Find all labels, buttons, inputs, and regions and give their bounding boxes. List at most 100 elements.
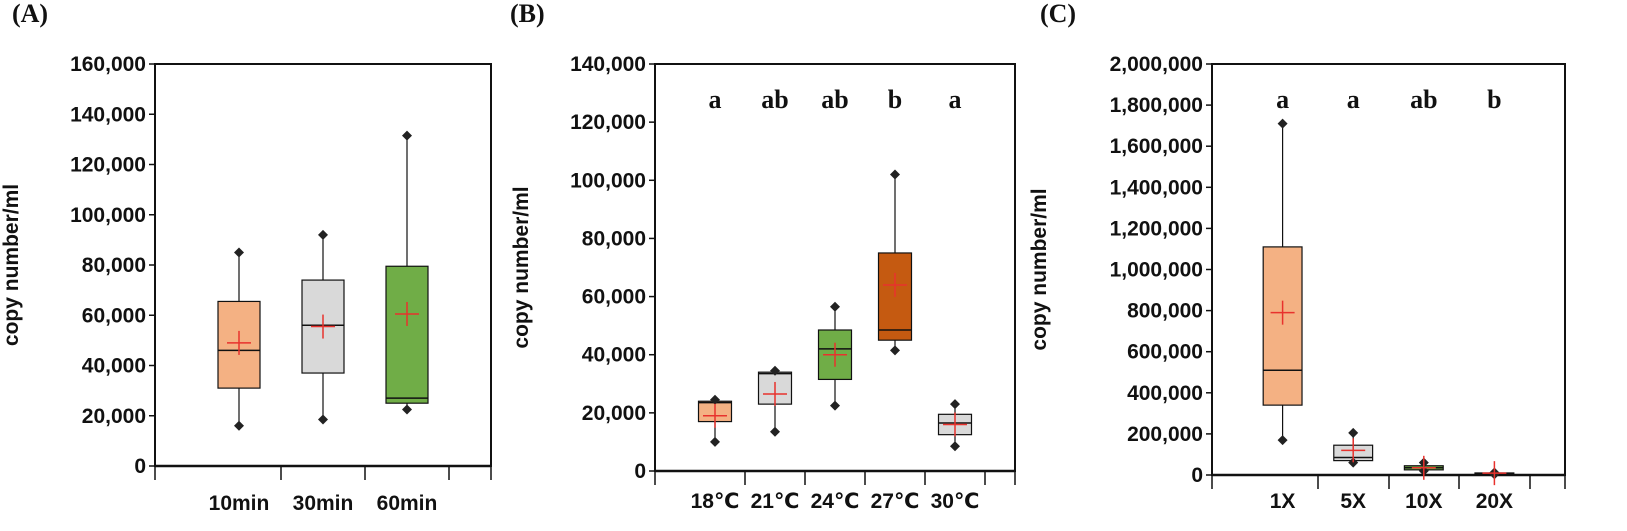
y-axis-label: copy number/ml: [0, 184, 23, 346]
y-tick-label: 0: [1191, 464, 1203, 487]
significance-letter: ab: [821, 85, 848, 114]
mean-marker: [395, 301, 419, 326]
y-axis-label: copy number/ml: [510, 186, 533, 348]
max-marker: [1348, 427, 1359, 438]
max-marker: [318, 229, 328, 240]
box-1: [217, 247, 261, 431]
box-1: [697, 394, 733, 447]
y-tick-label: 0: [634, 460, 646, 483]
box-3: [817, 301, 853, 411]
box-4: [877, 169, 913, 356]
iqr-box: [1262, 246, 1303, 406]
y-tick-label: 100,000: [70, 204, 146, 227]
box-5: [937, 399, 973, 452]
y-tick-label: 1,000,000: [1110, 259, 1203, 282]
x-tick-label: 60min: [377, 492, 438, 515]
min-marker: [234, 420, 244, 431]
y-tick-label: 60,000: [582, 286, 646, 309]
box-2: [1333, 427, 1374, 468]
x-tick-label: 10X: [1405, 490, 1442, 513]
y-tick-label: 100,000: [570, 169, 646, 192]
max-marker: [830, 301, 840, 312]
y-tick-label: 120,000: [70, 154, 146, 177]
panel-c: (C) copy number/ml 0 200,000 400,000 600,000 8…: [1028, 0, 1566, 513]
min-marker: [950, 441, 960, 452]
mean-marker: [883, 272, 907, 297]
min-marker: [1277, 435, 1288, 446]
x-tick-label: 30℃: [931, 490, 980, 513]
x-tick-label: 5X: [1340, 490, 1366, 513]
y-tick-label: 1,800,000: [1110, 94, 1203, 117]
iqr-box: [385, 265, 429, 404]
y-tick-label: 1,600,000: [1110, 135, 1203, 158]
mean-marker: [311, 314, 335, 339]
y-tick-label: 160,000: [70, 53, 146, 76]
x-tick-label: 21℃: [751, 490, 800, 513]
mean-marker: [1341, 438, 1366, 463]
mean-marker: [703, 403, 727, 428]
box-1: [1262, 118, 1303, 446]
y-tick-label: 140,000: [570, 53, 646, 76]
box-4: [1474, 461, 1515, 486]
mean-marker: [1411, 455, 1436, 480]
significance-letter: b: [888, 85, 902, 114]
min-marker: [890, 345, 900, 356]
y-tick-label: 2,000,000: [1110, 53, 1203, 76]
mean-marker: [943, 412, 967, 437]
y-tick-label: 40,000: [82, 355, 146, 378]
max-marker: [1277, 118, 1288, 129]
panel-label: (C): [1040, 0, 1076, 28]
y-tick-label: 1,400,000: [1110, 176, 1203, 199]
box-2: [757, 365, 793, 437]
y-tick-label: 20,000: [82, 405, 146, 428]
x-tick-label: 1X: [1270, 490, 1296, 513]
y-tick-label: 140,000: [70, 103, 146, 126]
box-3: [385, 130, 429, 415]
y-tick-label: 400,000: [1127, 382, 1203, 405]
y-tick-label: 40,000: [582, 344, 646, 367]
significance-letter: ab: [761, 85, 788, 114]
max-marker: [950, 399, 960, 410]
significance-letter: a: [949, 85, 962, 114]
x-tick-label: 20X: [1476, 490, 1513, 513]
y-tick-label: 800,000: [1127, 300, 1203, 323]
panel-a: (A) copy number/ml 0 20,000 40,000 60,000 80,0…: [0, 0, 492, 515]
mean-marker: [823, 342, 847, 367]
min-marker: [830, 400, 840, 411]
significance-letter: ab: [1410, 85, 1437, 114]
min-marker: [402, 404, 412, 415]
y-tick-label: 20,000: [582, 402, 646, 425]
significance-letter: a: [1276, 85, 1289, 114]
significance-letter: b: [1487, 85, 1501, 114]
y-tick-label: 600,000: [1127, 341, 1203, 364]
panel-label: (B): [510, 0, 545, 28]
y-axis-label: copy number/ml: [1028, 188, 1051, 350]
y-tick-label: 0: [134, 455, 146, 478]
mean-marker: [763, 381, 787, 406]
min-marker: [1348, 457, 1359, 468]
box-2: [301, 229, 345, 425]
x-tick-label: 18℃: [691, 490, 740, 513]
max-marker: [402, 130, 412, 141]
min-marker: [710, 436, 720, 447]
y-tick-label: 60,000: [82, 304, 146, 327]
panel-label: (A): [12, 0, 48, 28]
mean-marker: [227, 330, 251, 355]
x-tick-label: 24℃: [811, 490, 860, 513]
max-marker: [234, 247, 244, 258]
y-tick-label: 80,000: [82, 254, 146, 277]
x-tick-label: 30min: [293, 492, 354, 515]
y-tick-label: 200,000: [1127, 423, 1203, 446]
y-tick-label: 80,000: [582, 227, 646, 250]
max-marker: [770, 365, 780, 376]
mean-marker: [1482, 461, 1507, 486]
max-marker: [890, 169, 900, 180]
max-marker: [710, 394, 720, 405]
min-marker: [770, 426, 780, 437]
y-tick-label: 1,200,000: [1110, 217, 1203, 240]
x-tick-label: 27℃: [871, 490, 920, 513]
panel-b: (B) copy number/ml 0 20,000 40,000 60,000 80,0…: [510, 0, 1016, 513]
x-tick-label: 10min: [209, 492, 270, 515]
mean-marker: [1270, 300, 1295, 325]
